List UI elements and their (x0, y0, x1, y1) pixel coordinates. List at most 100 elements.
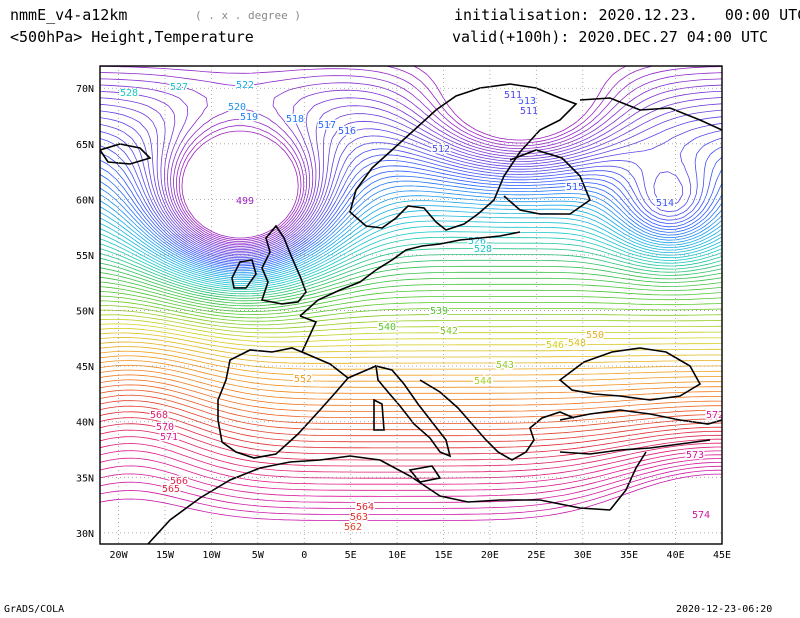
contour-label: 548 (568, 338, 586, 349)
lon-tick-label: 45E (713, 550, 731, 561)
contour-529 (100, 236, 722, 290)
contour-545 (100, 319, 722, 338)
contour-515 (100, 159, 722, 265)
contour-label: 522 (236, 80, 254, 91)
contour-506 (100, 97, 722, 251)
contour-568 (100, 436, 722, 473)
contour-label: 511 (504, 90, 522, 101)
contour-533 (100, 259, 722, 299)
contour-516 (100, 166, 722, 267)
contour-570 (100, 450, 722, 485)
contour-563 (100, 405, 722, 443)
contour-label: 515 (566, 182, 584, 193)
contour-label: 571 (160, 432, 178, 443)
contour-564 (100, 411, 722, 449)
lat-tick-label: 55N (76, 251, 94, 262)
lat-tick-label: 60N (76, 195, 94, 206)
contour-546 (100, 323, 722, 343)
contour-label: 527 (170, 82, 188, 93)
init-time: initialisation: 2020.12.23. 00:00 UTC (454, 6, 800, 24)
contour-519 (100, 185, 722, 272)
valid-time: valid(+100h): 2020.DEC.27 04:00 UTC (452, 28, 769, 46)
lat-tick-label: 30N (76, 529, 94, 540)
contour-542 (100, 305, 722, 326)
contour-576 (100, 473, 722, 521)
contour-label: 565 (162, 484, 180, 495)
contour-537 (100, 281, 722, 310)
contour-label: 540 (378, 322, 396, 333)
contour-500 (178, 66, 653, 241)
contour-label: 564 (356, 502, 374, 513)
contour-520 (100, 190, 722, 273)
contour-label: 517 (318, 120, 336, 131)
contour-label: 519 (240, 112, 258, 123)
lon-tick-label: 10W (202, 550, 221, 561)
contour-530 (100, 242, 722, 292)
lon-tick-label: 5W (252, 550, 265, 561)
contour-508 (100, 109, 722, 254)
lon-tick-label: 10E (388, 550, 406, 561)
contour-label: 563 (350, 512, 368, 523)
contour-label: 528 (474, 244, 492, 255)
lon-tick-label: 20E (481, 550, 499, 561)
contour-556 (100, 369, 722, 400)
contour-label: 516 (338, 126, 356, 137)
contour-label: 574 (692, 510, 710, 521)
lat-tick-label: 65N (76, 140, 94, 151)
lon-tick-label: 20W (110, 550, 129, 561)
contour-540 (100, 295, 722, 319)
lon-tick-label: 40E (667, 550, 685, 561)
lat-tick-label: 70N (76, 84, 94, 95)
contour-535 (100, 271, 722, 304)
contour-522 (100, 200, 722, 277)
contour-517 (100, 174, 722, 268)
lon-tick-label: 0 (301, 550, 307, 561)
contour-label: 550 (586, 330, 604, 341)
footer-credit: GrADS/COLA (4, 604, 65, 615)
contour-label: 520 (228, 102, 246, 113)
contour-558 (100, 379, 722, 412)
contour-512 (100, 137, 722, 260)
contour-531 (100, 248, 722, 295)
contour-538 (100, 286, 722, 312)
contour-503 (100, 78, 722, 246)
lat-tick-label: 40N (76, 418, 94, 429)
contour-534 (100, 265, 722, 302)
contour-505 (100, 90, 722, 249)
contour-549 (100, 337, 722, 358)
plot-frame (99, 65, 723, 545)
contour-label: 562 (344, 522, 362, 533)
lat-tick-label: 45N (76, 362, 94, 373)
contour-label: 539 (430, 306, 448, 317)
lon-tick-label: 30E (574, 550, 592, 561)
contour-label: 552 (294, 374, 312, 385)
contour-label: 570 (156, 422, 174, 433)
contour-572 (100, 458, 722, 497)
contour-518 (100, 180, 722, 270)
contour-label: 573 (686, 450, 704, 461)
contour-566 (100, 423, 722, 461)
footer-timestamp: 2020-12-23-06:20 (676, 604, 773, 615)
units-label: ( . x . degree ) (195, 9, 301, 22)
contour-label: 543 (496, 360, 514, 371)
contour-label: 566 (170, 476, 188, 487)
lon-tick-label: 5E (345, 550, 357, 561)
contour-567 (100, 429, 722, 467)
contour-label: 513 (518, 96, 536, 107)
contour-557 (100, 374, 722, 406)
axis-ticks: 20W 15W 10W 5W 0 5E 10E 15E 20E 25E 30E 35E 40E 45E 70… (76, 66, 731, 561)
lon-tick-label: 15E (434, 550, 452, 561)
contour-571 (100, 454, 722, 491)
model-name: nmmE_v4-a12km (10, 6, 128, 24)
contour-label: 511 (520, 106, 538, 117)
contour-544 (100, 314, 722, 334)
contour-507 (100, 103, 722, 252)
contour-561 (100, 394, 722, 431)
lon-tick-label: 35E (620, 550, 638, 561)
contour-553 (100, 355, 722, 382)
lon-tick-label: 25E (527, 550, 545, 561)
contour-label: 499 (236, 196, 254, 207)
contour-label: 546 (546, 340, 564, 351)
